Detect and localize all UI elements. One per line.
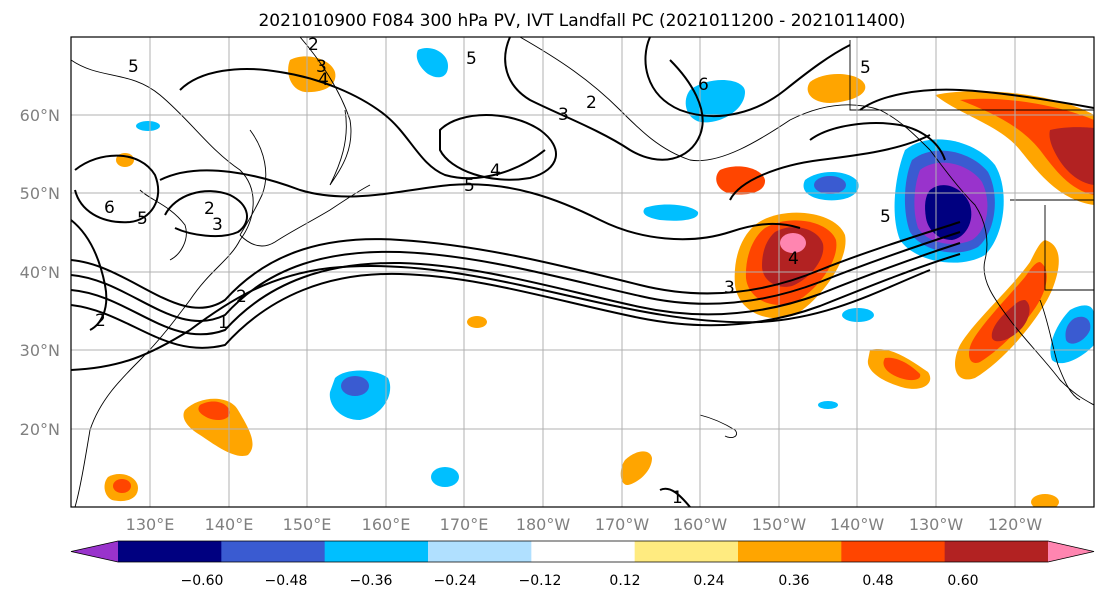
colorbar-tick-labels: −0.60 −0.48 −0.36 −0.24 −0.12 0.12 0.24 … [181,573,979,589]
shading-layer [104,47,1094,507]
positive-anomaly-canada-inner [1049,127,1094,185]
contour-label: 6 [698,75,709,95]
colorbar-outline [70,540,1095,563]
lat-label: 40°N [20,263,60,282]
colorbar-tick-label: 0.60 [947,573,978,589]
negative-anomaly-small1 [431,467,459,487]
contour-label: 3 [558,105,569,125]
contour-label: 1 [218,313,229,333]
negative-anomaly-small2 [136,121,160,131]
contour-label: 5 [137,209,148,229]
map-frame [70,36,1095,508]
positive-anomaly-philippine-inner [198,401,230,420]
contour-label: 1 [672,488,683,508]
pv-contours [71,37,1094,507]
contour-label: 4 [490,161,501,181]
colorbar-tick-label: 0.36 [778,573,809,589]
lon-label: 170°W [595,515,650,534]
lon-label: 130°W [909,515,964,534]
contour-label: 5 [464,176,475,196]
contour-label: 3 [316,57,327,77]
positive-anomaly-alaska [807,74,866,103]
contour-label-group: 2 3 4 5 5 3 6 2 4 5 5 6 2 3 5 2 2 1 3 4 … [95,35,891,508]
contour-label: 5 [128,57,139,77]
positive-anomaly-small3 [1031,494,1059,507]
contour-label: 3 [724,278,735,298]
contour-label: 4 [318,70,329,90]
graticule [71,37,1094,507]
colorbar-extend-high [1048,541,1094,562]
positive-anomaly-hawaii-ne-inner [883,357,921,381]
lat-label: 20°N [20,420,60,439]
lon-label: 140°E [205,515,254,534]
contour-label: 6 [104,198,115,218]
contour-label: 5 [860,58,871,78]
lon-label: 180°W [516,515,571,534]
contour-label: 2 [236,287,247,307]
colorbar-segment [944,541,1049,562]
negative-anomaly-kamchatka [416,47,448,78]
colorbar-tick-label: −0.24 [434,573,477,589]
colorbar-tick-label: 0.12 [609,573,640,589]
contour-label: 2 [204,199,215,219]
negative-anomaly-small3 [842,308,874,322]
lon-label: 150°E [283,515,332,534]
longitude-labels: 130°E 140°E 150°E 160°E 170°E 180°W 170°… [126,515,1043,534]
negative-anomaly-small4 [818,401,838,409]
negative-anomaly-midpac [643,204,699,221]
negative-anomaly-japan-se-core [341,376,369,396]
colorbar-tick-label: −0.36 [350,573,393,589]
colorbar-tick-label: −0.60 [181,573,224,589]
lon-label: 170°E [440,515,489,534]
latitude-labels: 60°N 50°N 40°N 30°N 20°N [20,106,60,439]
positive-anomaly-tropical [620,451,652,486]
colorbar-segment [531,541,636,562]
lon-label: 130°E [126,515,175,534]
contour-label: 2 [95,311,106,331]
colorbar-segment [738,541,842,562]
colorbar-segment [841,541,946,562]
colorbar-tick-label: −0.12 [519,573,562,589]
colorbar-segment [324,541,429,562]
colorbar-tick-label: 0.48 [862,573,893,589]
negative-anomaly-gulf-core [814,176,846,194]
positive-anomaly-canada-mid [960,98,1094,195]
negative-anomaly-coast-core [925,185,972,240]
figure-title: 2021010900 F084 300 hPa PV, IVT Landfall… [258,11,905,31]
lon-label: 140°W [830,515,885,534]
lat-label: 50°N [20,184,60,203]
positive-anomaly-central-core [780,233,806,253]
lon-label: 160°E [362,515,411,534]
lon-label: 150°W [752,515,807,534]
negative-anomaly-baja-core [1065,316,1091,344]
contour-label: 5 [880,207,891,227]
positive-anomaly-gulf [716,166,766,195]
colorbar-segment [634,541,739,562]
contour-label: 2 [586,93,597,113]
contour-label: 4 [788,249,799,269]
colorbar-tick-label: 0.24 [693,573,724,589]
colorbar-segment [428,541,532,562]
positive-anomaly-southchina-core [113,479,131,493]
lat-label: 60°N [20,106,60,125]
colorbar-extend-low [71,541,118,562]
positive-anomaly-small1 [467,316,487,328]
lon-label: 120°W [988,515,1043,534]
lat-label: 30°N [20,341,60,360]
colorbar-segment [118,541,222,562]
colorbar-tick-label: −0.48 [265,573,308,589]
colorbar [70,540,1095,563]
colorbar-segment [221,541,326,562]
contour-label: 3 [212,215,223,235]
negative-anomaly-alaska [685,80,745,123]
contour-label: 2 [308,35,319,55]
contour-label: 5 [466,49,477,69]
lon-label: 160°W [673,515,728,534]
